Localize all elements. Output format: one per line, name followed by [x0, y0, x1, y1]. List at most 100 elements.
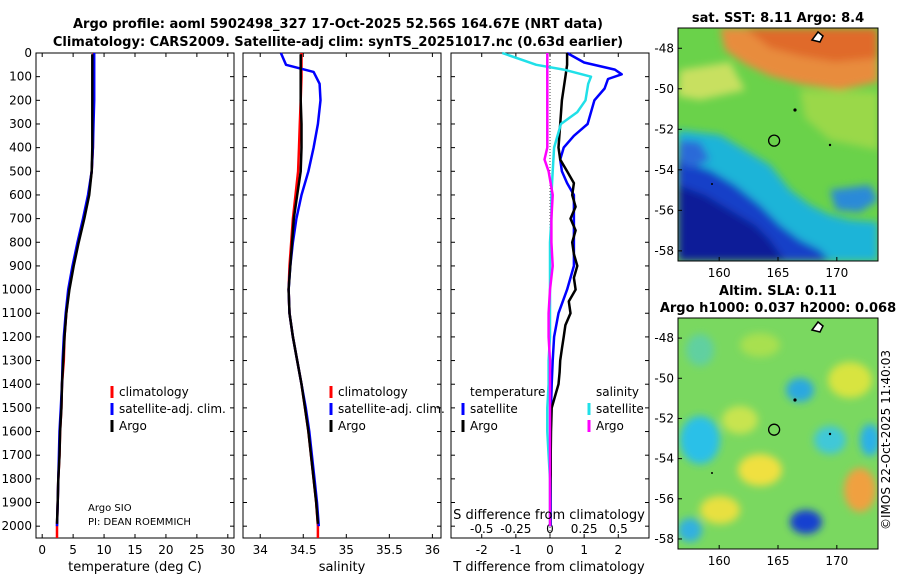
sla-map-island-small — [828, 432, 832, 436]
sst-map-island-small — [793, 108, 797, 112]
x-tick-label: 35 — [339, 543, 354, 557]
map-ticks: 160 165 170 -48 -50 -52 -54 -56 -58 160 165 170 -48 -… — [654, 41, 848, 568]
difference-legend: temperature satellite Argo salinity sate… — [461, 385, 644, 433]
figure-title-line2: Climatology: CARS2009. Satellite-adj cli… — [53, 35, 623, 50]
legend-label-temp-satellite: satellite — [470, 402, 518, 416]
sla-map — [677, 317, 879, 550]
top-x-tick-label: 0.5 — [609, 522, 628, 536]
legend-label-argo: Argo — [119, 419, 147, 433]
map-y-tick-label: -50 — [654, 82, 674, 96]
sla-map-subtitle: Argo h1000: 0.037 h2000: 0.068 — [660, 301, 896, 316]
series-line-temperature-argo — [549, 53, 579, 527]
y-tick-label: 200 — [9, 93, 32, 107]
difference-xlabel: T difference from climatology — [452, 560, 645, 575]
map-y-tick-label: -58 — [654, 532, 674, 546]
map-x-tick-label: 160 — [708, 554, 731, 568]
y-tick-label: 2000 — [1, 519, 32, 533]
annotation-institution: Argo SIO — [88, 503, 132, 514]
difference-plot: -2 -1 0 1 2 -0.5 -0.25 0 0.25 0.5 — [451, 51, 649, 557]
y-tick-label: 1400 — [1, 377, 32, 391]
legend-title-salinity: salinity — [596, 385, 639, 399]
map-x-tick-label: 170 — [825, 554, 848, 568]
y-tick-label: 1100 — [1, 306, 32, 320]
x-tick-label: 0 — [546, 543, 554, 557]
legend-label-sal-satellite: satellite — [596, 402, 644, 416]
sst-map-island-small — [711, 183, 713, 185]
y-tick-label: 1700 — [1, 448, 32, 462]
legend-label-climatology: climatology — [338, 385, 408, 399]
y-tick-label: 1900 — [1, 496, 32, 510]
series-line-argo — [55, 54, 94, 524]
y-tick-label: 600 — [9, 188, 32, 202]
y-tick-label: 300 — [9, 117, 32, 131]
sst-map-title: sat. SST: 8.11 Argo: 8.4 — [692, 11, 864, 26]
map-x-tick-label: 160 — [708, 266, 731, 280]
map-y-tick-label: -52 — [654, 122, 674, 136]
salinity-xlabel: salinity — [319, 560, 366, 575]
map-y-tick-label: -50 — [654, 371, 674, 385]
legend-label-sal-argo: Argo — [596, 419, 624, 433]
x-tick-label: 1 — [580, 543, 588, 557]
salinity-plot: 34 34.5 35 35.5 36 — [243, 52, 441, 557]
sst-map-argo-marker — [767, 134, 781, 147]
map-y-tick-label: -54 — [654, 163, 674, 177]
map-x-tick-label: 170 — [825, 266, 848, 280]
series-line-salinity-satellite — [501, 51, 593, 527]
map-x-tick-label: 165 — [767, 266, 790, 280]
series-line-salinity-argo — [543, 53, 554, 527]
series-line-satellite-adj-clim- — [55, 53, 96, 527]
x-tick-label: -2 — [476, 543, 488, 557]
x-tick-label: 36 — [425, 543, 440, 557]
legend-title-temperature: temperature — [470, 385, 545, 399]
legend-label-satellite: satellite-adj. clim. — [338, 402, 445, 416]
sla-map-island-small — [793, 398, 797, 402]
temperature-xlabel: temperature (deg C) — [68, 560, 202, 575]
temperature-plot: 0100200300400500600700800900100011001200… — [1, 46, 235, 557]
figure-title-line1: Argo profile: aoml 5902498_327 17-Oct-20… — [73, 17, 603, 32]
map-x-tick-label: 165 — [767, 554, 790, 568]
map-y-tick-label: -52 — [654, 411, 674, 425]
x-tick-label: 2 — [614, 543, 622, 557]
y-tick-label: 900 — [9, 259, 32, 273]
sst-map — [677, 27, 879, 262]
temperature-legend: climatology satellite-adj. clim. Argo — [110, 385, 226, 433]
sla-map-argo-marker — [767, 423, 781, 436]
y-tick-label: 800 — [9, 235, 32, 249]
sst-map-island-small — [828, 143, 832, 147]
y-tick-label: 100 — [9, 70, 32, 84]
x-tick-label: 34.5 — [290, 543, 317, 557]
y-tick-label: 0 — [24, 46, 32, 60]
map-y-tick-label: -58 — [654, 244, 674, 258]
legend-label-climatology: climatology — [119, 385, 189, 399]
x-tick-label: 34 — [253, 543, 268, 557]
y-tick-label: 400 — [9, 141, 32, 155]
map-y-tick-label: -48 — [654, 41, 674, 55]
salinity-legend: climatology satellite-adj. clim. Argo — [329, 385, 445, 433]
series-line-argo — [287, 54, 320, 524]
x-tick-label: 10 — [96, 543, 111, 557]
y-tick-label: 700 — [9, 212, 32, 226]
y-tick-label: 1000 — [1, 283, 32, 297]
legend-label-argo: Argo — [338, 419, 366, 433]
y-tick-label: 1500 — [1, 401, 32, 415]
map-y-tick-label: -56 — [654, 492, 674, 506]
y-tick-label: 1300 — [1, 354, 32, 368]
x-tick-label: -1 — [510, 543, 522, 557]
map-y-tick-label: -54 — [654, 452, 674, 466]
x-tick-label: 25 — [189, 543, 204, 557]
sla-map-island-small — [711, 472, 713, 474]
watermark: ©IMOS 22-Oct-2025 11:40:03 — [879, 350, 893, 530]
top-x-tick-label: 0 — [546, 522, 554, 536]
x-tick-label: 5 — [69, 543, 77, 557]
x-tick-label: 15 — [127, 543, 142, 557]
top-x-tick-label: -0.5 — [470, 522, 493, 536]
map-y-tick-label: -56 — [654, 203, 674, 217]
annotation-pi: PI: DEAN ROEMMICH — [88, 517, 191, 528]
series-line-climatology — [55, 53, 95, 538]
x-tick-label: 0 — [38, 543, 46, 557]
sla-map-island — [810, 320, 824, 333]
difference-top-xlabel: S difference from climatology — [453, 508, 645, 523]
x-tick-label: 30 — [220, 543, 235, 557]
legend-label-temp-argo: Argo — [470, 419, 498, 433]
